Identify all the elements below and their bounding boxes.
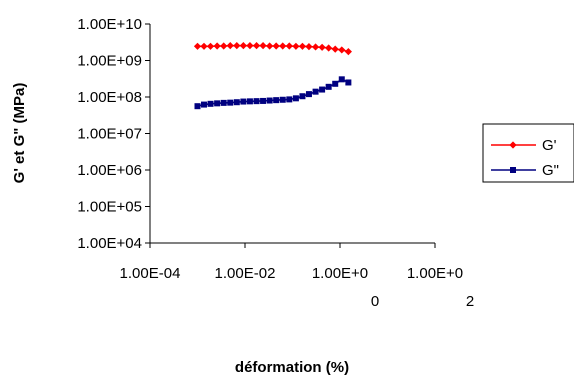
data-point (266, 42, 274, 50)
data-point (214, 100, 221, 107)
x-ticks: 1.00E-04 1.00E-02 1.00E+001.00E+02 (120, 243, 474, 310)
data-point (338, 46, 346, 54)
data-point (325, 83, 332, 90)
legend-items: G' G" (491, 137, 559, 179)
series-layer (193, 42, 352, 110)
x-tick-label: 1.00E+0 (407, 265, 463, 282)
data-point (246, 42, 254, 50)
data-point (227, 99, 234, 106)
legend-label: G' (542, 137, 557, 154)
data-point (345, 79, 352, 86)
data-point (292, 42, 300, 50)
data-point (220, 42, 228, 50)
data-point (259, 42, 267, 50)
data-point (226, 42, 234, 50)
data-point (240, 98, 247, 105)
x-axis-title: déformation (%) (235, 359, 349, 376)
x-tick-label: 1.00E-02 (215, 265, 276, 282)
data-point (298, 42, 307, 50)
data-point (200, 42, 208, 50)
y-tick-label: 1.00E+05 (77, 199, 142, 216)
y-tick-label: 1.00E+09 (77, 53, 142, 70)
data-point (318, 43, 326, 51)
x-tick-label: 0 (371, 293, 379, 310)
data-point (200, 101, 207, 108)
data-point (246, 98, 253, 105)
y-tick-label: 1.00E+10 (77, 16, 142, 33)
data-point (233, 42, 241, 50)
data-point (319, 86, 326, 93)
legend-label: G" (542, 162, 559, 179)
data-point (312, 88, 319, 95)
data-point (332, 80, 339, 87)
data-point (193, 42, 202, 50)
y-tick-label: 1.00E+04 (77, 235, 142, 252)
y-tick-label: 1.00E+07 (77, 126, 142, 143)
y-tick-label: 1.00E+08 (77, 89, 142, 106)
series-line (197, 78, 349, 107)
x-tick-label: 1.00E-04 (120, 265, 181, 282)
data-point (239, 42, 247, 50)
x-tick-label: 1.00E+0 (312, 265, 368, 282)
data-point (206, 42, 215, 50)
data-point (273, 97, 280, 104)
data-point (252, 42, 261, 50)
data-point (279, 96, 286, 103)
data-point (194, 103, 201, 110)
data-point (266, 97, 273, 104)
data-point (233, 99, 240, 106)
data-point (331, 45, 339, 53)
data-point (311, 43, 320, 51)
axes (149, 24, 435, 244)
data-point (286, 96, 293, 103)
legend-marker (509, 141, 517, 149)
legend-marker (510, 167, 516, 173)
series-g-double-prime (194, 76, 352, 110)
y-axis-title: G' et G" (MPa) (11, 83, 28, 184)
legend-box (482, 123, 574, 183)
data-point (344, 48, 352, 56)
legend: G' G" (482, 123, 574, 183)
data-point (279, 42, 287, 50)
y-tick-label: 1.00E+06 (77, 162, 142, 179)
data-point (299, 93, 306, 100)
data-point (260, 97, 267, 104)
data-point (220, 99, 227, 106)
y-ticks: 1.00E+04 1.00E+05 1.00E+06 1.00E+07 1.00E+08… (77, 16, 150, 252)
data-point (285, 42, 293, 50)
data-point (305, 91, 312, 98)
data-point (292, 95, 299, 102)
data-point (305, 43, 313, 51)
data-point (338, 76, 345, 83)
x-tick-label: 2 (466, 293, 474, 310)
data-point (272, 42, 280, 50)
series-g-prime (193, 42, 352, 56)
data-point (207, 100, 214, 107)
data-point (325, 44, 333, 52)
data-point (213, 42, 221, 50)
data-point (253, 98, 260, 105)
